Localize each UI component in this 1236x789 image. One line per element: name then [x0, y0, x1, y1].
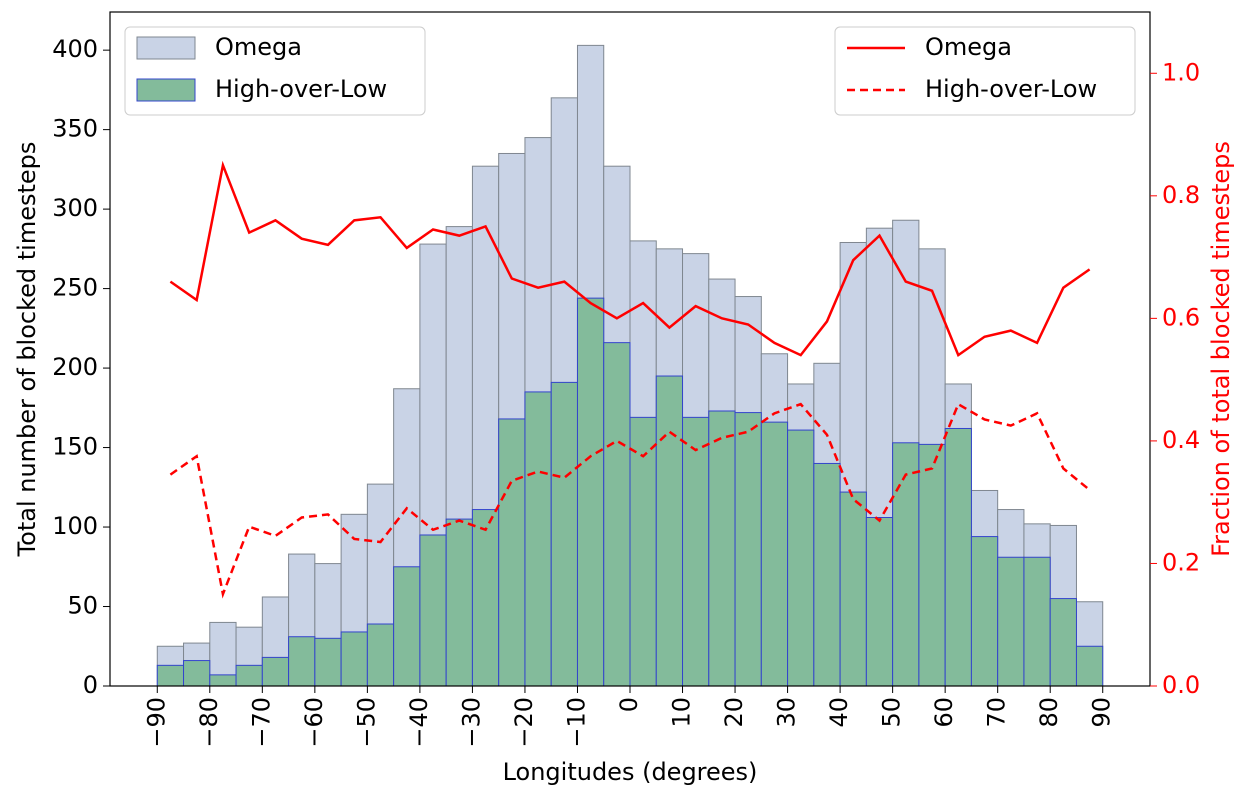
y-tick-label: 400 [52, 35, 98, 63]
bar [524, 391, 552, 687]
x-tick-label: 90 [1088, 697, 1116, 728]
y-tick-label: 0 [83, 671, 98, 699]
y-tick-label: 300 [52, 194, 98, 222]
bar [839, 491, 867, 687]
bar [550, 381, 578, 687]
x-tick-label: 80 [1035, 697, 1063, 728]
y2-axis-label: Fraction of total blocked timesteps [1207, 141, 1235, 557]
x-tick-label: −50 [352, 697, 380, 748]
x-tick-label: −40 [405, 697, 433, 748]
legend-swatch [136, 78, 196, 102]
bar [682, 416, 710, 687]
legend-label: High-over-Low [215, 75, 387, 103]
bar [393, 566, 421, 687]
y2-tick-label: 0.2 [1162, 548, 1200, 576]
y-axis-label: Total number of blocked timesteps [13, 142, 41, 558]
legend-box [834, 26, 1136, 116]
bar [708, 410, 736, 687]
y-tick-label: 150 [52, 433, 98, 461]
line [169, 160, 1091, 358]
y-tick-label: 100 [52, 512, 98, 540]
bar [576, 297, 605, 687]
bar [183, 660, 211, 687]
x-tick-label: 40 [825, 697, 853, 728]
bar [970, 536, 999, 687]
x-tick-label: 30 [773, 697, 801, 728]
x-tick-label: −60 [300, 697, 328, 748]
x-tick-label: −10 [562, 697, 590, 748]
x-tick-label: 10 [668, 697, 696, 728]
legend-label: Omega [925, 33, 1012, 61]
bar [918, 443, 946, 687]
bar [471, 509, 500, 687]
bar [865, 517, 894, 687]
bar [314, 637, 342, 687]
y2-tick-label: 0.0 [1162, 671, 1200, 699]
y-tick-label: 200 [52, 353, 98, 381]
bar [419, 534, 447, 687]
bar [997, 556, 1025, 687]
x-tick-label: −90 [142, 697, 170, 748]
x-tick-label: 20 [720, 697, 748, 728]
x-axis-label: Longitudes (degrees) [503, 758, 758, 786]
bar [340, 631, 368, 687]
y2-tick-label: 0.6 [1162, 303, 1200, 331]
bar [498, 418, 526, 687]
bar [261, 656, 290, 687]
bar [288, 636, 316, 687]
bar [1023, 556, 1051, 687]
bar [156, 664, 185, 687]
y2-tick-label: 0.4 [1162, 426, 1200, 454]
y2-tick-label: 0.8 [1162, 181, 1200, 209]
bar [603, 342, 631, 687]
legend-box [124, 26, 426, 116]
legend-swatch [136, 36, 196, 60]
bar [892, 442, 920, 687]
bar [629, 416, 657, 687]
x-tick-label: −80 [195, 697, 223, 748]
bar [944, 427, 972, 687]
bar [734, 412, 762, 687]
x-tick-label: 0 [615, 697, 643, 712]
bar [235, 664, 263, 687]
line [169, 402, 1091, 599]
legend-label: Omega [215, 33, 302, 61]
y2-tick-label: 1.0 [1162, 58, 1200, 86]
bar [1075, 645, 1104, 687]
bar [787, 429, 815, 687]
bar [445, 518, 473, 687]
x-tick-label: 50 [878, 697, 906, 728]
bar [655, 375, 684, 687]
bar [209, 674, 237, 687]
y-tick-label: 50 [67, 592, 98, 620]
y-tick-label: 350 [52, 115, 98, 143]
x-tick-label: −70 [247, 697, 275, 748]
bar [813, 462, 841, 687]
x-tick-label: 70 [983, 697, 1011, 728]
legend-label: High-over-Low [925, 75, 1097, 103]
bar [1049, 598, 1077, 687]
bar [366, 623, 395, 687]
y-tick-label: 250 [52, 274, 98, 302]
x-tick-label: −30 [457, 697, 485, 748]
bar [760, 421, 789, 687]
x-tick-label: 60 [930, 697, 958, 728]
x-tick-label: −20 [510, 697, 538, 748]
